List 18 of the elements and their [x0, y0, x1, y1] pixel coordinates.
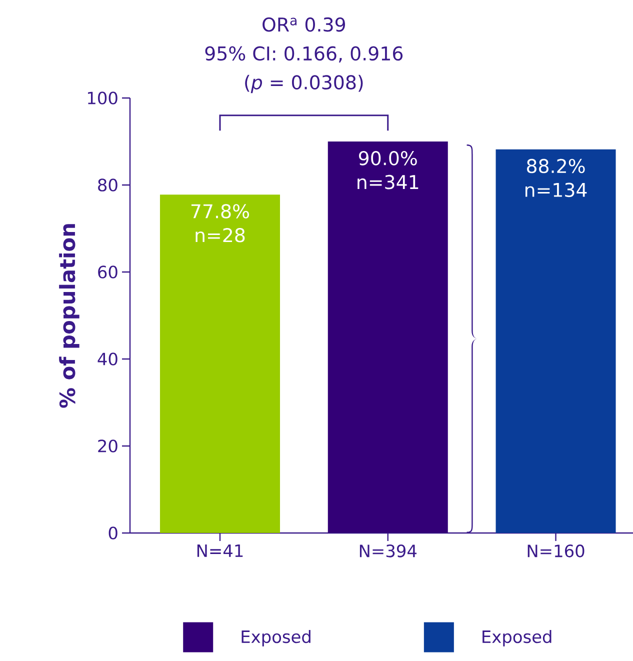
text: 95% CI: 0.166, 0.916 — [205, 46, 403, 63]
y-tick-label: 100 — [88, 92, 118, 104]
x-tick-label: N=160 — [528, 544, 584, 558]
y-tick-label: 40 — [98, 352, 118, 366]
y-tick-label: 60 — [98, 266, 118, 278]
y-tick-label: 20 — [98, 440, 118, 452]
legend-label: Exposed — [242, 630, 310, 646]
text: OR$^{a}$ 0.39 — [262, 17, 346, 32]
data-label: 77.8% n=28 — [191, 204, 249, 242]
y-axis-title: % of population — [59, 224, 80, 408]
x-tick-label: N=394 — [360, 544, 417, 558]
y-tick-label: 0 — [108, 526, 118, 540]
text: (p = 0.0308) — [245, 74, 363, 94]
data-label: 90.0% n=341 — [358, 151, 418, 190]
x-tick-label: N=41 — [197, 544, 243, 557]
y-tick-label: 80 — [98, 178, 118, 192]
legend-label: Exposed — [482, 630, 552, 646]
data-label: 88.2% n=134 — [526, 158, 587, 198]
